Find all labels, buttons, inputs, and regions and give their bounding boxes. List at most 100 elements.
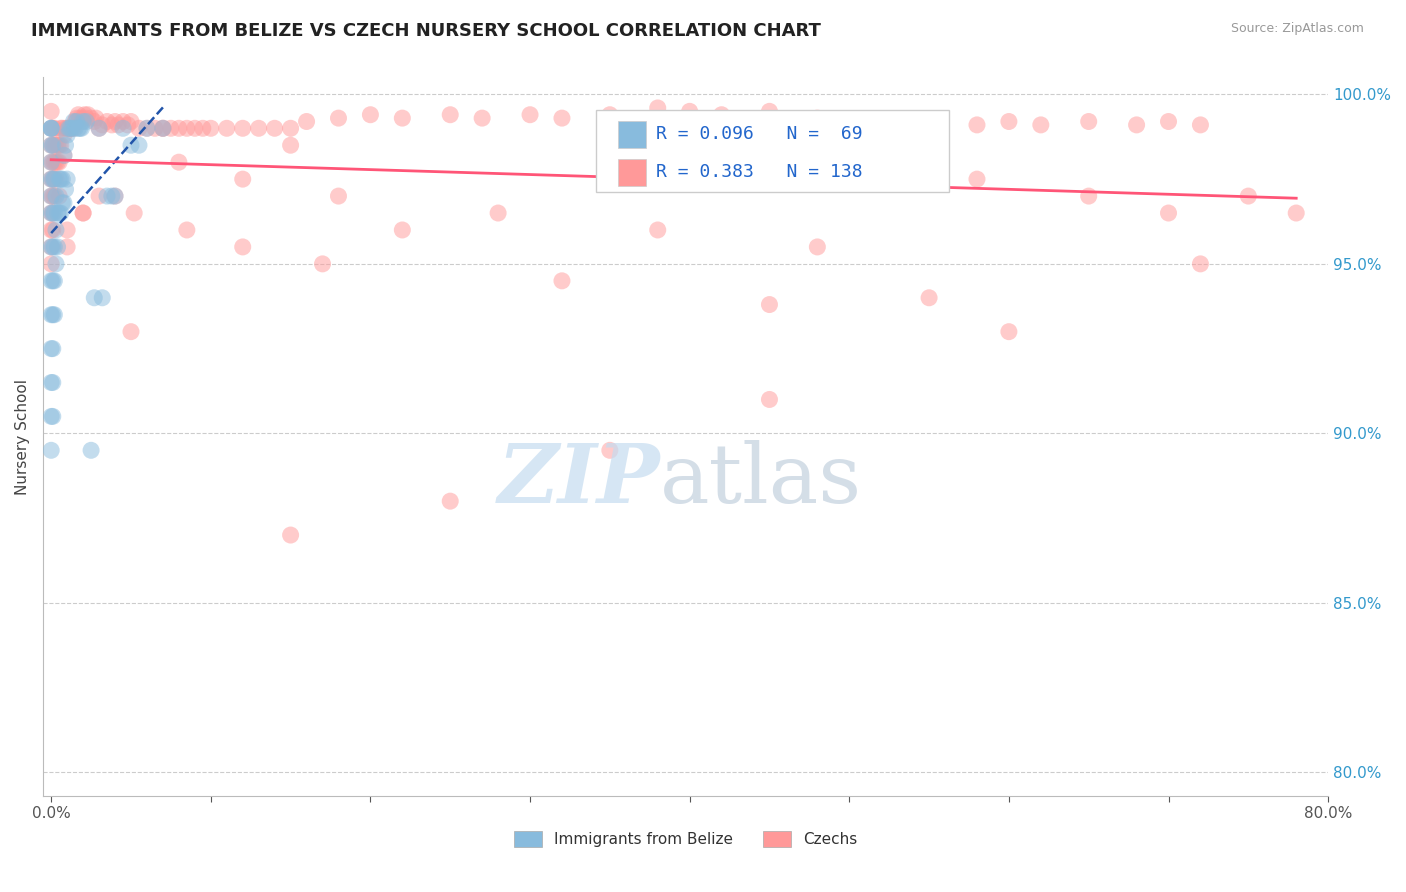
Point: [55, 182, 77, 196]
Point: [45, 257, 67, 271]
Point: [60, 121, 83, 136]
Point: [39, 121, 62, 136]
Point: [486, 206, 509, 220]
Text: R = 0.383   N = 138: R = 0.383 N = 138: [657, 163, 863, 181]
Point: [69, 111, 91, 125]
Point: [328, 111, 350, 125]
Point: [280, 138, 302, 153]
Point: [128, 121, 150, 136]
Point: [42, 223, 65, 237]
Point: [51, 195, 73, 210]
Point: [104, 114, 127, 128]
Point: [49, 138, 72, 153]
Point: [1077, 189, 1099, 203]
Point: [45, 138, 67, 153]
Point: [44, 240, 66, 254]
Point: [45, 172, 67, 186]
Point: [107, 118, 129, 132]
Point: [56, 240, 79, 254]
Point: [39, 155, 62, 169]
Point: [176, 223, 198, 237]
Point: [122, 206, 145, 220]
Point: [72, 111, 94, 125]
Point: [1237, 189, 1260, 203]
Point: [232, 240, 254, 254]
Point: [39, 223, 62, 237]
Point: [48, 172, 70, 186]
Point: [44, 274, 66, 288]
Point: [55, 121, 77, 136]
Text: Source: ZipAtlas.com: Source: ZipAtlas.com: [1230, 22, 1364, 36]
Point: [48, 206, 70, 220]
Point: [56, 172, 79, 186]
Point: [59, 121, 82, 136]
Point: [56, 121, 79, 136]
Text: R = 0.096   N =  69: R = 0.096 N = 69: [657, 126, 863, 144]
Point: [44, 206, 66, 220]
Point: [48, 138, 70, 153]
Point: [176, 121, 198, 136]
Point: [295, 114, 318, 128]
Point: [42, 342, 65, 356]
Point: [49, 206, 72, 220]
Point: [56, 223, 79, 237]
Point: [1077, 114, 1099, 128]
Point: [758, 297, 780, 311]
Point: [80, 443, 103, 458]
Point: [39, 155, 62, 169]
Point: [311, 257, 333, 271]
Point: [83, 114, 105, 128]
Point: [46, 206, 69, 220]
Point: [39, 308, 62, 322]
Point: [806, 240, 828, 254]
Point: [42, 138, 65, 153]
Point: [471, 111, 494, 125]
Point: [67, 121, 90, 136]
Point: [42, 155, 65, 169]
Point: [39, 121, 62, 136]
Point: [117, 118, 139, 132]
Point: [39, 206, 62, 220]
Point: [39, 189, 62, 203]
Point: [1189, 257, 1212, 271]
Point: [44, 172, 66, 186]
Point: [80, 111, 103, 125]
Point: [191, 121, 214, 136]
Point: [101, 118, 124, 132]
Point: [52, 148, 75, 162]
Point: [160, 121, 183, 136]
Point: [39, 138, 62, 153]
Point: [39, 121, 62, 136]
Bar: [617, 159, 645, 186]
Point: [52, 148, 75, 162]
Point: [710, 108, 733, 122]
Point: [42, 189, 65, 203]
Point: [184, 121, 207, 136]
Point: [91, 291, 114, 305]
Point: [48, 155, 70, 169]
Point: [328, 189, 350, 203]
Point: [391, 223, 413, 237]
Point: [58, 121, 80, 136]
Point: [167, 121, 190, 136]
Point: [63, 114, 86, 128]
Point: [39, 138, 62, 153]
Point: [42, 121, 65, 136]
Point: [966, 118, 988, 132]
Point: [200, 121, 222, 136]
Point: [39, 376, 62, 390]
Point: [72, 114, 94, 128]
Legend: Immigrants from Belize, Czechs: Immigrants from Belize, Czechs: [508, 825, 863, 853]
Point: [263, 121, 285, 136]
Point: [136, 121, 159, 136]
Point: [56, 128, 79, 142]
Point: [42, 206, 65, 220]
Point: [39, 189, 62, 203]
Point: [232, 121, 254, 136]
Point: [39, 240, 62, 254]
Point: [1157, 114, 1180, 128]
Point: [647, 101, 669, 115]
Point: [998, 114, 1021, 128]
Point: [806, 111, 828, 125]
Point: [39, 257, 62, 271]
